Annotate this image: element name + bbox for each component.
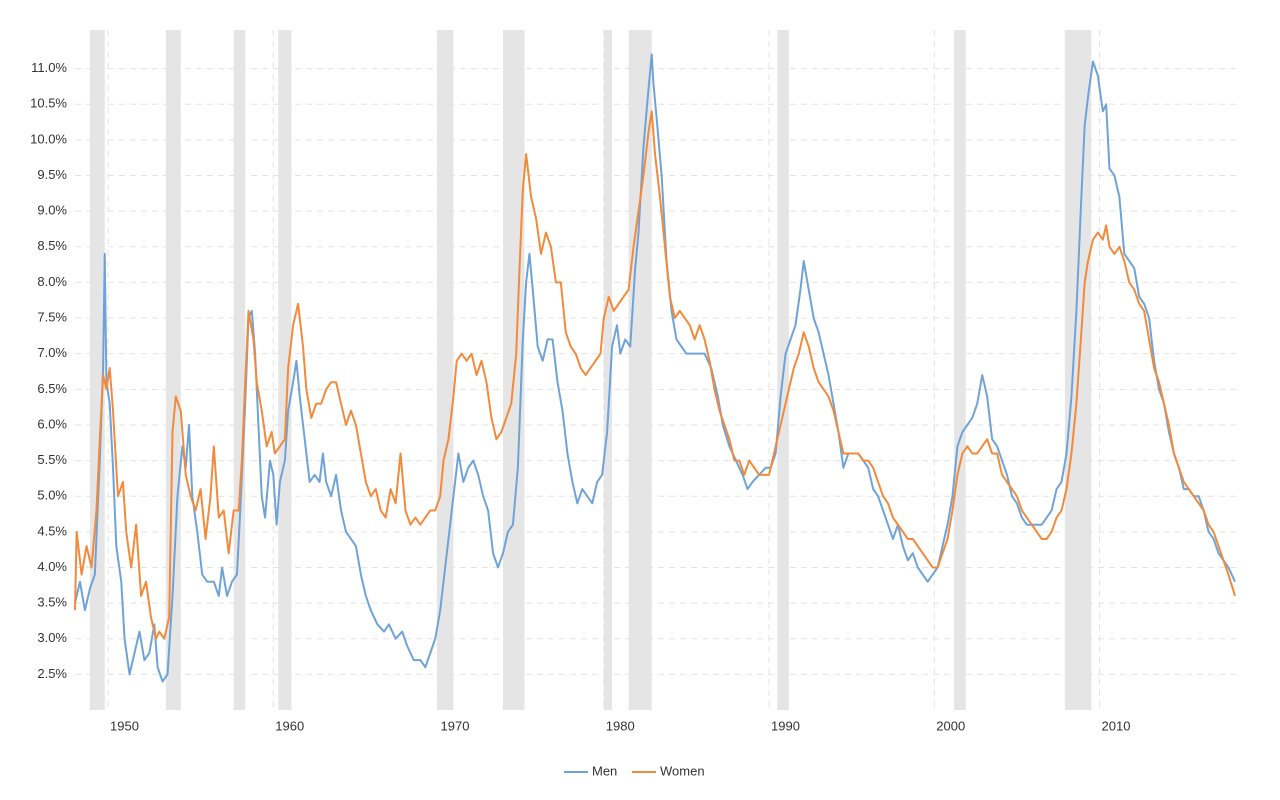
recession-band [954,30,966,710]
x-tick-label: 1950 [110,718,139,733]
recession-band [233,30,246,710]
y-tick-label: 10.5% [30,96,67,111]
y-tick-label: 3.5% [37,595,67,610]
y-tick-label: 5.5% [37,452,67,467]
recession-band [436,30,454,710]
y-tick-label: 10.0% [30,131,67,146]
x-tick-label: 1980 [606,718,635,733]
y-tick-label: 4.5% [37,523,67,538]
y-tick-label: 8.5% [37,238,67,253]
recession-band [165,30,181,710]
y-tick-label: 7.5% [37,309,67,324]
y-tick-label: 7.0% [37,345,67,360]
y-tick-label: 3.0% [37,630,67,645]
y-tick-label: 9.0% [37,203,67,218]
recession-band [278,30,292,710]
series-line [74,53,1236,683]
x-tick-label: 2010 [1102,718,1131,733]
recession-band [603,30,613,710]
y-tick-label: 9.5% [37,167,67,182]
y-tick-label: 8.0% [37,274,67,289]
y-tick-label: 11.0% [31,60,67,75]
y-tick-label: 5.0% [37,488,67,503]
y-tick-label: 4.0% [37,559,67,574]
x-tick-label: 1960 [275,718,304,733]
y-tick-label: 2.5% [37,666,67,681]
series-line [74,110,1236,640]
recession-band [628,30,652,710]
y-tick-label: 6.5% [37,381,67,396]
x-tick-label: 1970 [441,718,470,733]
legend-label: Men [592,763,617,778]
y-tick-label: 6.0% [37,416,67,431]
x-tick-label: 1990 [771,718,800,733]
x-tick-label: 2000 [936,718,965,733]
legend: Men Women [564,763,705,778]
legend-label: Women [660,763,705,778]
